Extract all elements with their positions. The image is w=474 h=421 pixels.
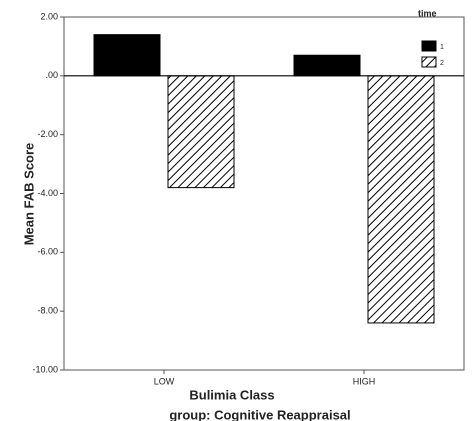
y-tick-label: -10.00 [32, 364, 58, 374]
y-tick-label: -4.00 [37, 188, 58, 198]
legend-title: time [418, 8, 437, 18]
bar [293, 54, 361, 77]
legend-label: 1 [440, 44, 444, 51]
legend-swatch [421, 40, 437, 52]
legend-swatch [421, 56, 437, 68]
bar [367, 75, 435, 324]
y-tick-label: 2.00 [40, 11, 58, 21]
y-tick-label: -2.00 [37, 129, 58, 139]
x-tick-label: LOW [154, 376, 175, 386]
bar [167, 75, 235, 189]
y-axis-title: Mean FAB Score [21, 143, 36, 246]
y-tick-label: -6.00 [37, 247, 58, 257]
x-tick-label: HIGH [353, 376, 376, 386]
y-tick-label: .00 [45, 70, 58, 80]
x-axis-title: Bulimia Class [189, 387, 274, 402]
bar [93, 34, 161, 77]
footer: group: Cognitive Reappraisal [169, 407, 350, 421]
y-tick-label: -8.00 [37, 306, 58, 316]
legend-label: 2 [440, 60, 444, 67]
